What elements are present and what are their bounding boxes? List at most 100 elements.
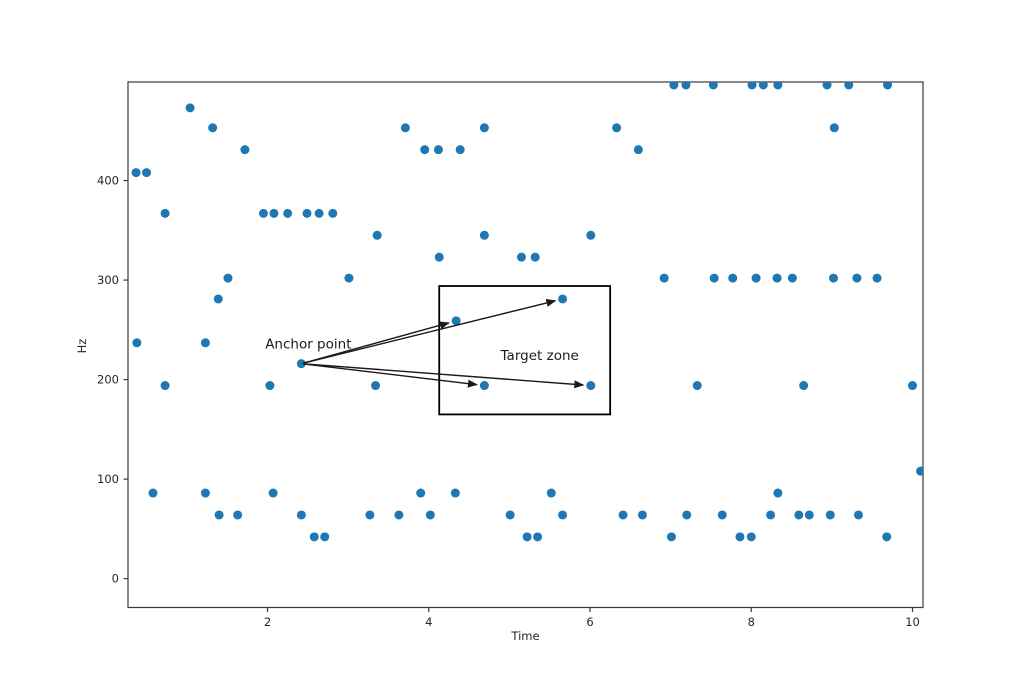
data-point (882, 532, 892, 542)
data-point (283, 208, 293, 218)
data-point (682, 510, 692, 520)
y-tick-label: 200 (97, 373, 119, 387)
data-point (637, 510, 647, 520)
y-tick-label: 300 (97, 273, 119, 287)
data-point (758, 82, 768, 90)
data-point (516, 252, 526, 262)
data-point (479, 230, 489, 240)
data-point (320, 532, 330, 542)
data-point (296, 510, 306, 520)
data-point (258, 208, 268, 218)
data-point (309, 532, 319, 542)
data-point (751, 273, 761, 283)
data-point (268, 488, 278, 498)
data-point (148, 488, 158, 498)
data-point (799, 381, 809, 391)
data-point (618, 510, 628, 520)
data-point (142, 168, 152, 178)
data-point (787, 273, 797, 283)
data-point (586, 381, 596, 391)
data-point (233, 510, 243, 520)
data-point (766, 510, 776, 520)
axes-frame (127, 81, 924, 609)
data-point (328, 208, 338, 218)
data-point (505, 510, 515, 520)
data-point (372, 230, 382, 240)
data-point (479, 123, 489, 133)
anchor-arrow (303, 363, 585, 389)
anchor-arrow (303, 321, 450, 364)
data-point (425, 510, 435, 520)
data-point (728, 273, 738, 283)
x-tick-label: 2 (264, 615, 271, 629)
data-point (455, 145, 465, 155)
y-axis-label: Hz (75, 339, 89, 354)
data-point (853, 510, 863, 520)
data-point (416, 488, 426, 498)
data-point (269, 208, 279, 218)
data-point (265, 381, 275, 391)
data-point (692, 381, 702, 391)
data-point (302, 208, 312, 218)
data-point (804, 510, 814, 520)
y-tick-label: 400 (97, 174, 119, 188)
data-point (746, 532, 756, 542)
data-point (883, 82, 893, 90)
data-point (223, 273, 233, 283)
data-point (160, 208, 170, 218)
data-point (666, 532, 676, 542)
anchor-arrow (303, 299, 557, 364)
data-point (659, 273, 669, 283)
data-point (794, 510, 804, 520)
data-point (825, 510, 835, 520)
data-point (451, 316, 461, 326)
data-point (558, 510, 568, 520)
data-point (240, 145, 250, 155)
data-point (708, 82, 718, 90)
data-point (131, 168, 141, 178)
data-point (400, 123, 410, 133)
data-point (479, 381, 489, 391)
data-point (735, 532, 745, 542)
data-point (185, 103, 195, 113)
data-point (558, 294, 568, 304)
data-point (433, 145, 443, 155)
x-axis: 2 4 6 8 10 (264, 607, 920, 629)
data-point (394, 510, 404, 520)
data-point (208, 123, 218, 133)
data-point (132, 338, 142, 348)
anchor-point-label: Anchor point (265, 337, 351, 353)
y-tick-label: 100 (97, 472, 119, 486)
data-point (822, 82, 832, 90)
data-point (213, 294, 223, 304)
data-point (829, 123, 839, 133)
target-zone-box (438, 285, 612, 416)
x-tick-label: 6 (586, 615, 593, 629)
data-point (829, 273, 839, 283)
data-point (371, 381, 381, 391)
data-point (420, 145, 430, 155)
data-point (200, 338, 210, 348)
data-point (681, 82, 691, 90)
target-zone-label: Target zone (500, 348, 579, 364)
data-points (131, 82, 923, 542)
data-point (546, 488, 556, 498)
anchor-arrows (303, 299, 585, 389)
data-point (586, 230, 596, 240)
data-point (365, 510, 375, 520)
data-point (296, 359, 306, 369)
data-point (916, 466, 923, 476)
data-point (709, 273, 719, 283)
data-point (633, 145, 643, 155)
x-tick-label: 8 (748, 615, 755, 629)
x-tick-label: 4 (425, 615, 432, 629)
data-point (669, 82, 679, 90)
data-point (522, 532, 532, 542)
data-point (908, 381, 918, 391)
data-point (200, 488, 210, 498)
data-point (450, 488, 460, 498)
data-point (612, 123, 622, 133)
data-point (872, 273, 882, 283)
